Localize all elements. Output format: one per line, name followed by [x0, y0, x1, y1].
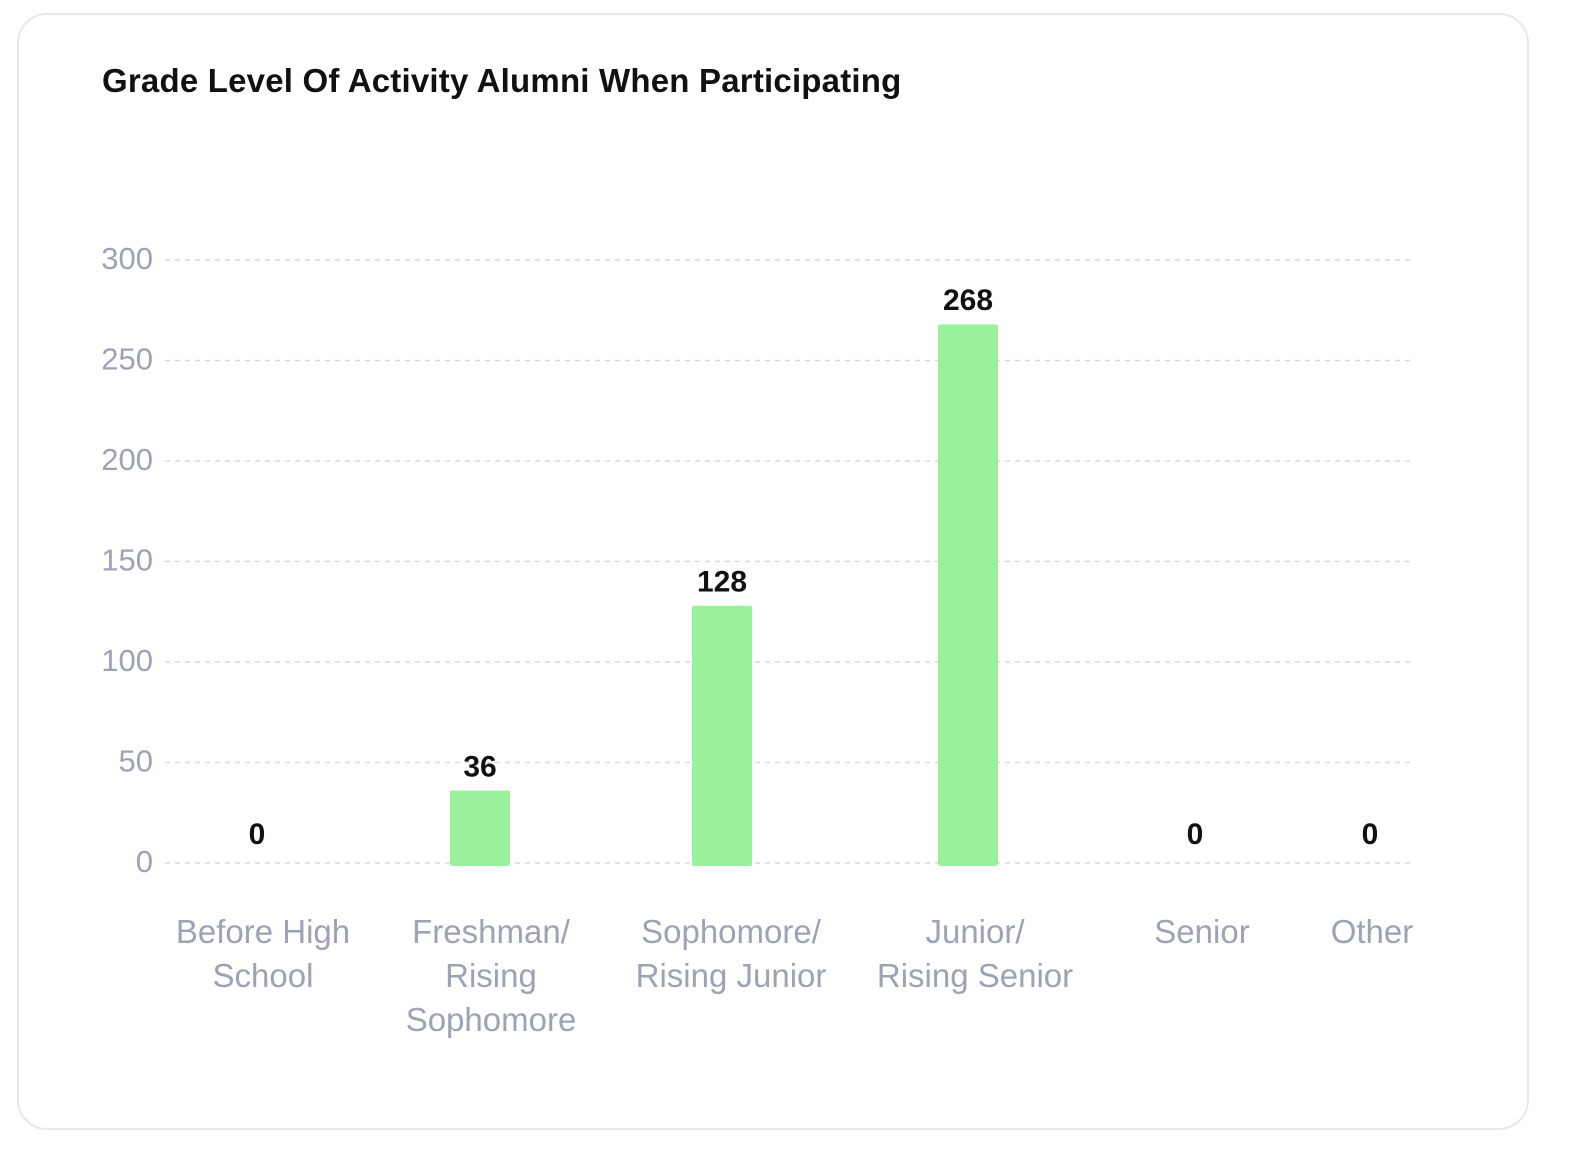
x-tick-label-line: Rising: [445, 957, 537, 994]
x-tick-label: Other: [1331, 913, 1414, 950]
x-tick-label: Before High School: [176, 913, 350, 994]
data-label: 268: [943, 284, 993, 317]
x-tick-label-line: Sophomore: [406, 1001, 577, 1038]
x-tick-label-line: Before High: [176, 913, 350, 950]
data-label: 0: [1187, 818, 1204, 851]
bar: [692, 605, 752, 866]
y-tick-label: 150: [101, 543, 153, 578]
y-tick-label: 250: [101, 342, 153, 377]
data-label: 0: [249, 818, 266, 851]
labels: 0 50 100 150 200 250 300 0 Before High School 36 Fr…: [101, 241, 1413, 1038]
x-tick-label-line: Rising Senior: [877, 957, 1073, 994]
x-tick-label-line: Rising Junior: [636, 957, 827, 994]
x-tick-label: Sophomore/Rising Junior: [636, 913, 827, 994]
chart-title: Grade Level Of Activity Alumni When Part…: [102, 62, 902, 99]
x-tick-label-line: Sophomore/: [641, 913, 822, 950]
bars: [450, 324, 998, 866]
x-tick-label-line: Junior/: [925, 913, 1025, 950]
gridlines: [165, 259, 1412, 864]
x-tick-label: Junior/Rising Senior: [877, 913, 1073, 994]
data-label: 0: [1362, 818, 1379, 851]
x-tick-label-line: Freshman/: [412, 913, 571, 950]
chart-card: [17, 13, 1529, 1130]
bar: [450, 790, 510, 866]
y-tick-label: 0: [136, 844, 153, 879]
y-tick-label: 100: [101, 643, 153, 678]
y-tick-label: 300: [101, 241, 153, 276]
x-tick-label-line: Other: [1331, 913, 1414, 950]
x-tick-label: Freshman/Rising Sophomore: [406, 913, 577, 1038]
y-tick-label: 50: [119, 744, 153, 779]
x-tick-label: Senior: [1154, 913, 1249, 950]
data-label: 36: [463, 751, 496, 784]
x-tick-label-line: Senior: [1154, 913, 1249, 950]
bar: [938, 324, 998, 866]
y-tick-label: 200: [101, 442, 153, 477]
x-tick-label-line: School: [213, 957, 314, 994]
data-label: 128: [697, 566, 747, 599]
